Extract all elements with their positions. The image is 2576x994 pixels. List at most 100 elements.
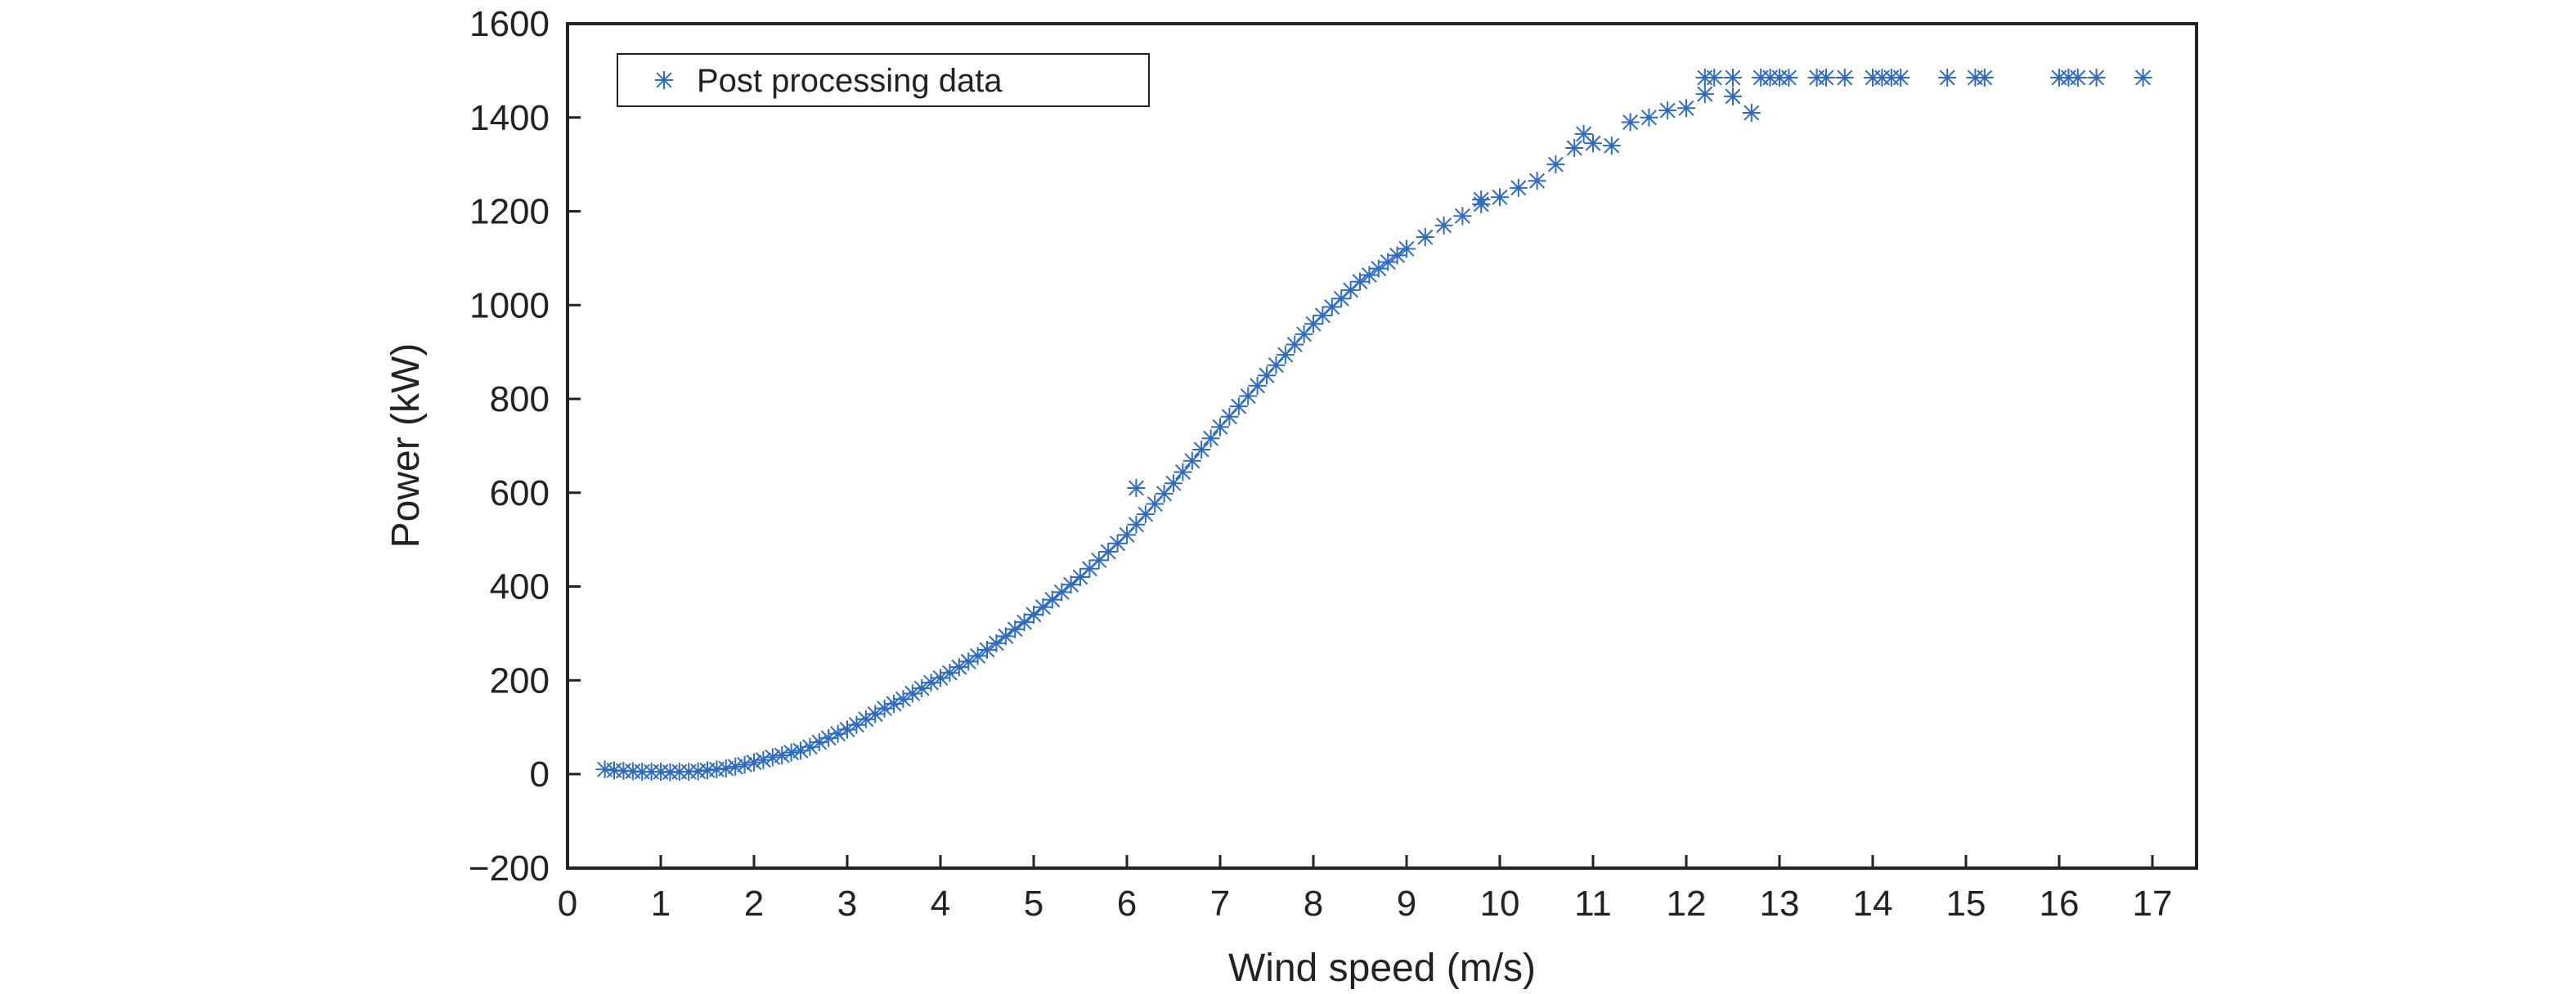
data-point	[1602, 137, 1621, 155]
data-point	[1658, 101, 1677, 120]
data-point	[1705, 68, 1724, 87]
data-point	[1089, 551, 1108, 570]
legend: Post processing data	[617, 53, 1150, 107]
data-point	[1509, 178, 1528, 197]
data-point	[698, 761, 716, 780]
x-tick-label: 5	[1024, 884, 1043, 924]
data-point	[1398, 240, 1416, 258]
data-point	[689, 762, 707, 781]
data-point	[1052, 583, 1071, 602]
data-point	[931, 669, 949, 687]
data-point	[2087, 68, 2106, 87]
data-point	[1220, 407, 1239, 426]
y-tick-label: 1200	[469, 192, 550, 232]
data-point	[1835, 68, 1854, 87]
data-point	[2134, 68, 2152, 87]
data-point	[1304, 315, 1322, 334]
data-point	[959, 652, 978, 671]
x-tick-label: 0	[558, 884, 577, 924]
data-point	[1621, 113, 1640, 132]
data-point	[1379, 253, 1398, 271]
x-axis-label: Wind speed (m/s)	[1228, 947, 1536, 990]
data-point	[1779, 68, 1798, 87]
x-tick-label: 11	[1574, 884, 1612, 924]
data-point	[1528, 172, 1546, 190]
data-point	[1034, 598, 1052, 616]
axis-ticks: 0 1 2 3 4 5 6 7 8 9 10 11 12 13 14 15 16 17−2000200400600…	[469, 4, 2173, 924]
data-point	[735, 755, 754, 774]
x-tick-label: 14	[1853, 884, 1893, 924]
data-point	[1892, 68, 1910, 87]
data-point	[1360, 266, 1379, 284]
data-point	[754, 750, 773, 769]
data-point	[1416, 228, 1434, 247]
data-point	[1351, 272, 1369, 291]
x-tick-label: 4	[931, 884, 950, 924]
data-point	[801, 737, 819, 756]
y-tick-label: 200	[490, 660, 550, 701]
data-point	[595, 760, 614, 779]
data-point	[838, 720, 856, 739]
data-point	[885, 694, 903, 713]
data-point	[1201, 429, 1220, 448]
data-point	[726, 757, 745, 776]
data-point	[1211, 418, 1229, 437]
legend-marker	[655, 71, 673, 89]
y-tick-label: 0	[530, 754, 550, 795]
legend-marker-asterisk-icon	[655, 71, 673, 89]
data-point	[903, 684, 922, 703]
data-point	[1183, 451, 1201, 470]
data-point	[1165, 474, 1183, 493]
data-point	[1388, 246, 1407, 265]
data-point	[949, 658, 968, 677]
data-point	[978, 640, 996, 659]
x-tick-label: 3	[837, 884, 857, 924]
data-point	[1369, 259, 1388, 278]
x-tick-label: 15	[1946, 884, 1986, 924]
y-tick-label: 1000	[469, 285, 550, 325]
data-point	[1015, 613, 1034, 632]
y-tick-label: 400	[490, 567, 550, 607]
data-point	[987, 634, 1006, 652]
data-point	[2068, 68, 2087, 87]
x-tick-label: 9	[1397, 884, 1416, 924]
x-tick-label: 10	[1480, 884, 1520, 924]
data-point	[1006, 620, 1025, 638]
y-tick-label: 1400	[469, 98, 550, 138]
x-tick-label: 6	[1117, 884, 1137, 924]
data-point	[1276, 346, 1295, 365]
data-point	[1192, 440, 1211, 459]
data-point	[1127, 515, 1146, 534]
data-point	[968, 647, 987, 665]
data-point	[763, 748, 782, 767]
data-point	[922, 674, 940, 692]
data-point	[1546, 155, 1565, 174]
data-point	[1061, 575, 1080, 594]
y-axis-label: Power (kW)	[384, 343, 428, 548]
x-tick-label: 1	[651, 884, 671, 924]
data-point	[1975, 68, 1994, 87]
data-point	[1146, 495, 1165, 513]
x-tick-label: 13	[1760, 884, 1800, 924]
y-tick-label: 1600	[469, 4, 550, 44]
data-point	[1434, 216, 1453, 235]
data-point	[913, 679, 931, 698]
legend-label: Post processing data	[697, 63, 1003, 99]
data-point	[996, 627, 1015, 646]
data-point	[773, 746, 792, 765]
legend-box	[617, 53, 1150, 107]
x-tick-label: 8	[1304, 884, 1323, 924]
y-tick-label: 600	[490, 473, 550, 513]
data-point	[847, 715, 866, 734]
data-point	[866, 705, 885, 723]
data-point	[1724, 68, 1742, 87]
data-point	[1742, 104, 1761, 123]
data-point	[1174, 463, 1192, 481]
data-point	[875, 699, 894, 718]
data-point	[1724, 87, 1742, 105]
data-point	[1584, 134, 1602, 153]
plot-area	[566, 22, 2198, 870]
data-point	[1817, 68, 1835, 87]
x-tick-label: 16	[2040, 884, 2080, 924]
